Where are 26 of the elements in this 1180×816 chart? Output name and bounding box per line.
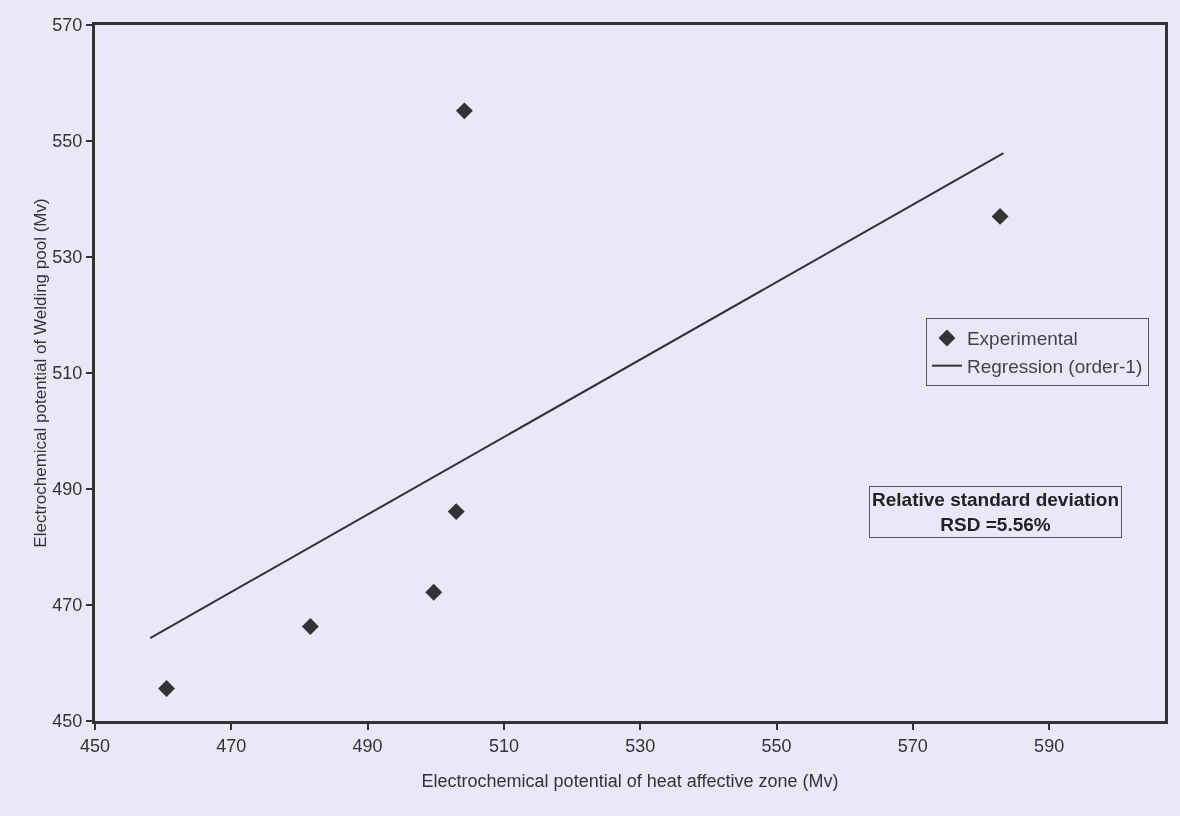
y-tick-label: 490 [52, 479, 83, 500]
legend-label: Experimental [966, 328, 1078, 350]
y-tick-label: 510 [52, 363, 83, 384]
legend-label: Regression (order-1) [966, 356, 1143, 378]
y-tick-label: 550 [52, 131, 83, 152]
y-tick-label: 450 [52, 711, 83, 732]
x-tick-label: 490 [352, 735, 383, 756]
x-tick-label: 590 [1034, 735, 1065, 756]
point [158, 680, 176, 697]
x-tick-label: 470 [216, 735, 247, 756]
x-axis-title: Electrochemical potential of heat affective zone (Mv) [421, 771, 839, 791]
x-tick-label: 550 [761, 735, 792, 756]
point [447, 503, 465, 521]
point [455, 102, 473, 120]
y-tick-label: 530 [52, 247, 83, 268]
point [301, 618, 319, 635]
y-axis-title: Electrochemical potential of Welding pool (Mv) [31, 198, 51, 548]
x-tick-label: 510 [488, 735, 519, 756]
annotation: Relative standard deviation RSD =5.56% [872, 489, 1120, 535]
x-tick-label: 530 [625, 735, 656, 756]
point [425, 583, 443, 601]
y-tick-label: 570 [52, 15, 83, 36]
x-tick-label: 450 [79, 735, 111, 756]
point [991, 207, 1009, 225]
y-tick-label: 470 [52, 595, 83, 616]
x-tick-label: 570 [897, 735, 928, 756]
